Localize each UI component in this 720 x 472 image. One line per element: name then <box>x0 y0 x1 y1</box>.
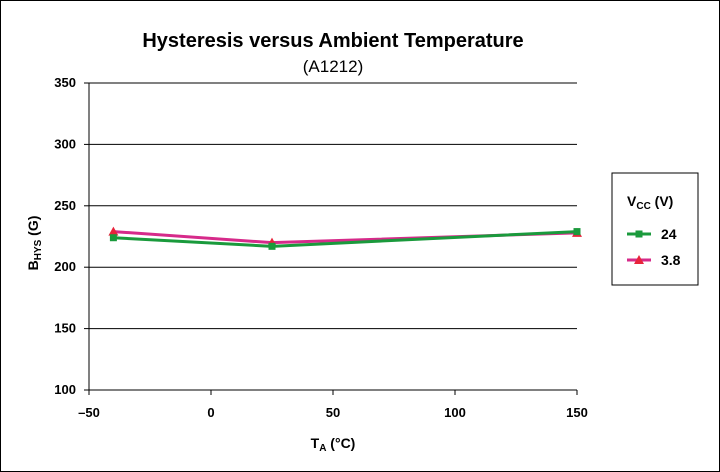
series-layer <box>108 226 582 250</box>
legend-title: VCC (V) <box>627 193 673 212</box>
y-axis-ticks: 100 150 200 250 300 350 <box>54 75 89 397</box>
y-tick-label: 350 <box>54 75 76 90</box>
x-tick-label: 100 <box>444 405 466 420</box>
data-point-24 <box>109 234 117 242</box>
legend-box <box>611 172 699 286</box>
data-point-24 <box>268 242 276 250</box>
x-axis-label: TA (°C) <box>311 435 356 454</box>
legend-label-24: 24 <box>661 226 677 242</box>
legend-marker-24 <box>635 230 643 238</box>
legend-marker-3.8 <box>634 255 644 264</box>
data-point-3.8 <box>108 226 119 236</box>
legend-label-3.8: 3.8 <box>661 252 681 268</box>
x-tick-label: 150 <box>566 405 588 420</box>
x-tick-label: –50 <box>78 405 100 420</box>
y-tick-label: 100 <box>54 382 76 397</box>
y-tick-label: 150 <box>54 321 76 336</box>
y-tick-label: 300 <box>54 136 76 151</box>
chart-title: Hysteresis versus Ambient Temperature <box>142 30 523 52</box>
x-tick-label: 50 <box>326 405 340 420</box>
x-axis-ticks: –50 0 50 100 150 <box>78 390 588 420</box>
x-tick-label: 0 <box>207 405 214 420</box>
data-point-24 <box>573 228 581 236</box>
y-tick-label: 200 <box>54 259 76 274</box>
legend-items: 243.8 <box>627 226 681 268</box>
chart-subtitle: (A1212) <box>303 57 363 76</box>
y-axis-label: BHYS (G) <box>25 216 44 271</box>
y-tick-label: 250 <box>54 198 76 213</box>
legend: VCC (V) 243.8 <box>611 172 699 286</box>
